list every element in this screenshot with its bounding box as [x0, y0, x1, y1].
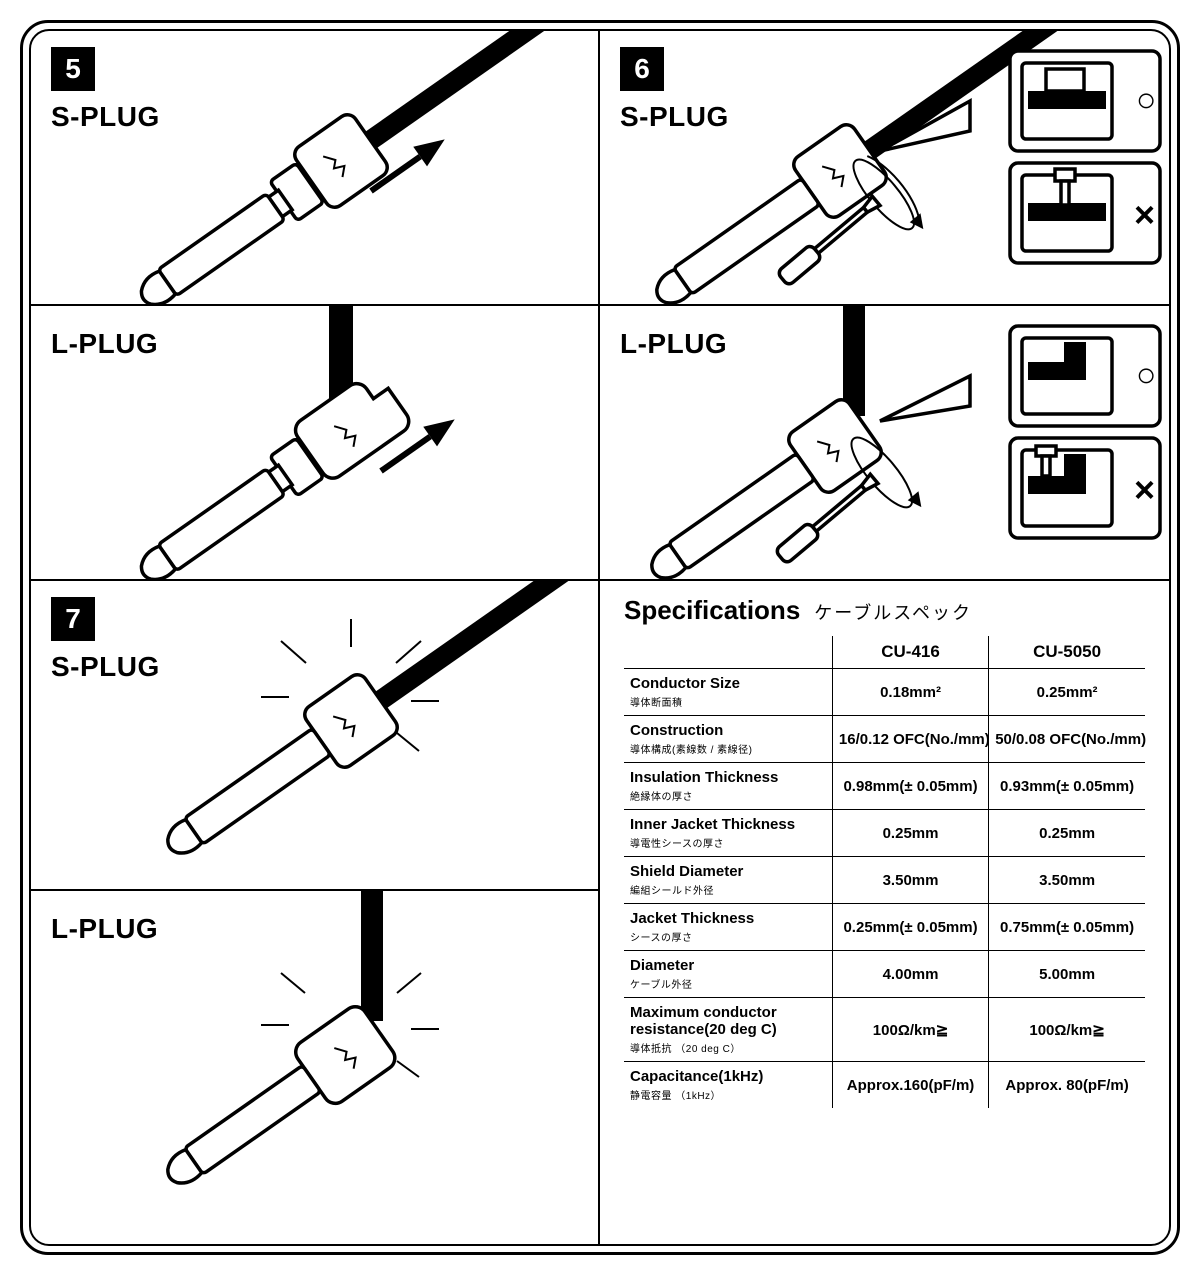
illustration-5-splug: [31, 31, 598, 306]
table-row: Diameter ケーブル外径 4.00mm5.00mm: [624, 951, 1145, 998]
spec-val: 0.25mm²: [989, 669, 1145, 716]
spec-label-jp: 導電性シースの厚さ: [630, 835, 826, 850]
spec-label-jp: シースの厚さ: [630, 929, 826, 944]
panel-7-splug: 7 S-PLUG: [31, 581, 598, 891]
spec-label-jp: ケーブル外径: [630, 976, 826, 991]
spec-col-2: CU-5050: [989, 636, 1145, 669]
step-badge-7: 7: [51, 597, 95, 641]
spec-label-en: Diameter: [630, 957, 826, 974]
spec-col-1: CU-416: [832, 636, 988, 669]
ok-mark: ○: [1136, 81, 1157, 119]
spec-label-jp: 導体抵抗 （20 deg C）: [630, 1040, 826, 1055]
table-row: Construction 導体構成(素線数 / 素線径) 16/0.12 OFC(N…: [624, 716, 1145, 763]
table-row: Capacitance(1kHz) 静電容量 （1kHz） Approx.160(p…: [624, 1062, 1145, 1109]
label-splug-7: S-PLUG: [51, 651, 160, 683]
label-lplug-6: L-PLUG: [620, 328, 727, 360]
spec-val: 4.00mm: [832, 951, 988, 998]
label-splug-5: S-PLUG: [51, 101, 160, 133]
spec-label-en: Inner Jacket Thickness: [630, 816, 826, 833]
left-column: 5 S-PLUG: [31, 31, 600, 1244]
outer-frame: 5 S-PLUG: [20, 20, 1180, 1255]
panel-6-lplug: L-PLUG: [600, 306, 1169, 581]
spec-label-en: Maximum conductor resistance(20 deg C): [630, 1004, 826, 1038]
table-row: Conductor Size 導体断面積 0.18mm²0.25mm²: [624, 669, 1145, 716]
spec-val: 0.18mm²: [832, 669, 988, 716]
spec-title-en: Specifications: [624, 595, 800, 626]
spec-label-en: Jacket Thickness: [630, 910, 826, 927]
spec-label-en: Capacitance(1kHz): [630, 1068, 826, 1085]
label-lplug-7: L-PLUG: [51, 913, 158, 945]
spec-val: 0.75mm(± 0.05mm): [989, 904, 1145, 951]
panel-6-splug: 6 S-PLUG: [600, 31, 1169, 306]
spec-label-jp: 静電容量 （1kHz）: [630, 1087, 826, 1102]
spec-label-jp: 絶縁体の厚さ: [630, 788, 826, 803]
step-badge-5: 5: [51, 47, 95, 91]
spec-val: 100Ω/km≧: [989, 998, 1145, 1062]
ng-mark: ×: [1134, 194, 1155, 235]
panel-5-lplug: L-PLUG: [31, 306, 598, 581]
right-column: 6 S-PLUG: [600, 31, 1169, 1244]
spec-label-jp: 編組シールド外径: [630, 882, 826, 897]
table-row: Insulation Thickness 絶縁体の厚さ 0.98mm(± 0.05m…: [624, 763, 1145, 810]
spec-val: 100Ω/km≧: [832, 998, 988, 1062]
spec-val: 3.50mm: [832, 857, 988, 904]
inner-frame: 5 S-PLUG: [29, 29, 1171, 1246]
spec-label-en: Construction: [630, 722, 826, 739]
spec-val: 3.50mm: [989, 857, 1145, 904]
illustration-7-splug: [31, 581, 598, 891]
svg-text:×: ×: [1134, 469, 1155, 510]
spec-val: 0.98mm(± 0.05mm): [832, 763, 988, 810]
spec-val: 0.25mm: [832, 810, 988, 857]
panel-5-splug: 5 S-PLUG: [31, 31, 598, 306]
spec-title-jp: ケーブルスペック: [814, 599, 972, 625]
table-row: Maximum conductor resistance(20 deg C) 導体…: [624, 998, 1145, 1062]
spec-val: 0.93mm(± 0.05mm): [989, 763, 1145, 810]
step-badge-6: 6: [620, 47, 664, 91]
table-row: Inner Jacket Thickness 導電性シースの厚さ 0.25mm0.2…: [624, 810, 1145, 857]
table-row: Shield Diameter 編組シールド外径 3.50mm3.50mm: [624, 857, 1145, 904]
spec-label-en: Shield Diameter: [630, 863, 826, 880]
panel-7-lplug: L-PLUG: [31, 891, 598, 1244]
spec-table: CU-416 CU-5050 Conductor Size 導体断面積 0.18mm…: [624, 636, 1145, 1108]
spec-val: 16/0.12 OFC(No./mm): [832, 716, 988, 763]
illustration-6-splug: ○ ×: [600, 31, 1169, 306]
spec-title: Specifications ケーブルスペック: [624, 595, 1145, 626]
spec-val: 0.25mm: [989, 810, 1145, 857]
spec-val: Approx. 80(pF/m): [989, 1062, 1145, 1109]
table-row: Jacket Thickness シースの厚さ 0.25mm(± 0.05mm)0.…: [624, 904, 1145, 951]
spec-val: Approx.160(pF/m): [832, 1062, 988, 1109]
label-splug-6: S-PLUG: [620, 101, 729, 133]
spec-label-jp: 導体断面積: [630, 694, 826, 709]
spec-label-en: Conductor Size: [630, 675, 826, 692]
spec-label-en: Insulation Thickness: [630, 769, 826, 786]
spec-label-jp: 導体構成(素線数 / 素線径): [630, 741, 826, 756]
spec-val: 50/0.08 OFC(No./mm): [989, 716, 1145, 763]
spec-val: 5.00mm: [989, 951, 1145, 998]
panel-specifications: Specifications ケーブルスペック CU-416 CU-5050 C…: [600, 581, 1169, 1244]
spec-val: 0.25mm(± 0.05mm): [832, 904, 988, 951]
label-lplug-5: L-PLUG: [51, 328, 158, 360]
svg-text:○: ○: [1136, 356, 1157, 394]
